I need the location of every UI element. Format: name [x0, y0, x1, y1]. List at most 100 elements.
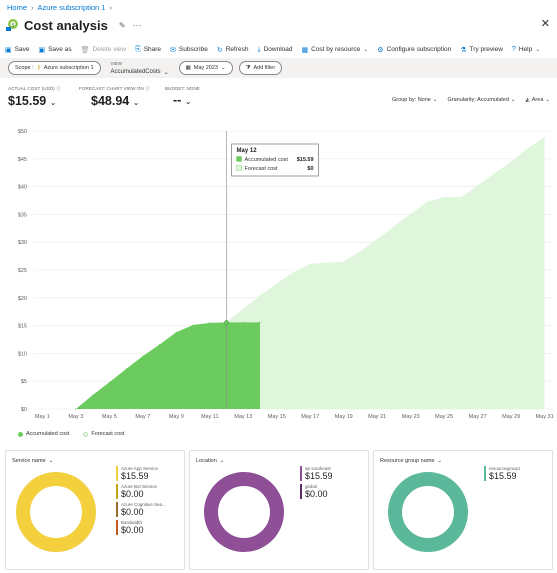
donut-slice[interactable] [388, 472, 468, 552]
tooltip-swatch [236, 156, 242, 162]
granularity-label: Granularity: Accumulated [447, 97, 509, 103]
data-point [426, 201, 429, 203]
chart-type-dropdown[interactable]: ◭ Area ⌄ [526, 97, 550, 103]
resource-group-title: Resource group name [380, 458, 435, 464]
svg-text:$: $ [12, 23, 15, 29]
table-icon: ▦ [301, 46, 309, 54]
legend-color-bar [300, 484, 302, 499]
chevron-down-icon: ⌄ [219, 458, 225, 464]
legend-item[interactable]: Accumulated cost [18, 431, 69, 437]
data-point [259, 294, 261, 297]
area-series-accumulated-cost[interactable] [75, 322, 261, 409]
legend-entry-value: $0.00 [121, 489, 144, 499]
legend-entry-name: Bandwidth [121, 520, 143, 525]
legend-entry[interactable]: resourcegroup1 $15.59 [484, 466, 521, 481]
try-preview-button[interactable]: ⚗ Try preview [460, 46, 503, 54]
view-selector[interactable]: VIEW AccumulatedCosts ⌄ [107, 59, 173, 77]
y-tick-label: $25 [18, 268, 27, 274]
cost-area-chart[interactable]: $0 $5 $10 $15 $20 $25 $30 $35 $40 $45 $50 May 1 May … [0, 122, 557, 427]
legend-entry[interactable]: Bandwidth $0.00 [116, 520, 166, 535]
resource-group-dropdown[interactable]: Resource group name ⌄ [380, 458, 442, 464]
trash-icon: 🗑 [80, 46, 90, 54]
help-button[interactable]: ? Help ⌄ [512, 46, 540, 53]
data-point [292, 271, 295, 273]
x-tick-label: May 31 [536, 414, 554, 420]
donut-slice[interactable] [204, 472, 284, 552]
location-donut-chart[interactable] [202, 470, 286, 554]
save-label: Save [14, 46, 30, 53]
data-point [209, 322, 211, 324]
more-icon[interactable]: ··· [132, 20, 142, 30]
title-row: $ Cost analysis ✎ ··· ✕ [5, 14, 552, 36]
delete-view-button[interactable]: 🗑 Delete view [81, 46, 127, 54]
x-tick-label: May 9 [169, 414, 184, 420]
service-name-dropdown[interactable]: Service name ⌄ [12, 458, 53, 464]
date-range-pill[interactable]: ▦ May 2023 ⌄ [178, 61, 233, 75]
breadcrumb: Home › Azure subscription 1 › [7, 3, 112, 12]
cost-by-resource-button[interactable]: ▦ Cost by resource ⌄ [302, 46, 369, 54]
legend-entry-name: Azure App Service [121, 466, 159, 471]
chart-tooltip: May 12 Accumulated cost $15.59 Forecast cos… [231, 143, 319, 177]
chevron-down-icon: ⌄ [510, 97, 516, 103]
refresh-button[interactable]: ↻ Refresh [217, 46, 249, 54]
share-label: Share [143, 46, 162, 53]
donut-slice[interactable] [16, 472, 96, 552]
y-tick-label: $15 [18, 324, 27, 330]
save-as-button[interactable]: ▣ Save as [38, 46, 71, 54]
calendar-icon: ▦ [185, 65, 191, 71]
location-dropdown[interactable]: Location ⌄ [196, 458, 224, 464]
location-card: Location ⌄ ap southeast $15.59 global $0.00 [189, 450, 369, 570]
save-button[interactable]: ▣ Save [5, 46, 29, 54]
resource-group-donut-chart[interactable] [386, 470, 470, 554]
chevron-down-icon[interactable]: ⌄ [184, 97, 192, 106]
tooltip-row-value: $15.59 [297, 157, 314, 163]
chevron-down-icon: ⌄ [363, 47, 369, 53]
x-tick-label: May 5 [102, 414, 117, 420]
legend-entry[interactable]: global $0.00 [300, 484, 333, 499]
data-point [276, 282, 278, 284]
download-icon: ⤓ [257, 45, 261, 53]
actual-cost-value: $15.59 [8, 94, 47, 108]
tooltip-row-label: Forecast cost [245, 166, 278, 172]
date-range-value: May 2023 [193, 65, 218, 71]
budget-label: BUDGET: NONE [165, 86, 200, 91]
subscribe-button[interactable]: ✉ Subscribe [170, 46, 208, 54]
cost-analysis-icon: $ [6, 19, 18, 31]
legend-entry[interactable]: Azure App Service $15.59 [116, 466, 166, 481]
legend-color-bar [116, 502, 118, 517]
legend-entry-value: $0.00 [121, 525, 144, 535]
download-button[interactable]: ⤓ Download [257, 46, 292, 54]
area-series-forecast-cost[interactable] [226, 136, 545, 409]
close-icon[interactable]: ✕ [540, 18, 550, 30]
share-icon: ⎘ [135, 45, 141, 53]
save-as-icon: ▣ [38, 46, 46, 54]
configure-subscription-button[interactable]: ⚙ Configure subscription [377, 46, 451, 54]
legend-entry[interactable]: Azure Bot Service $0.00 [116, 484, 166, 499]
y-tick-label: $10 [18, 351, 27, 357]
granularity-dropdown[interactable]: Granularity: Accumulated ⌄ [447, 97, 515, 103]
data-point [259, 321, 261, 323]
add-filter-button[interactable]: ⧩ Add filter [238, 61, 283, 75]
download-label: Download [263, 46, 293, 53]
service-donut-chart[interactable] [14, 470, 98, 554]
breadcrumb-home[interactable]: Home [7, 3, 28, 12]
data-point [175, 331, 177, 333]
subscribe-label: Subscribe [178, 46, 208, 53]
group-by-label: Group by: None [392, 97, 431, 103]
chevron-down-icon[interactable]: ⌄ [132, 98, 140, 107]
chevron-down-icon: ⌄ [545, 97, 550, 103]
scope-pill[interactable]: Scope : ⚷ Azure subscription 1 [8, 61, 101, 75]
y-tick-label: $40 [18, 185, 27, 191]
y-tick-label: $35 [18, 212, 27, 218]
legend-color-bar [484, 466, 486, 481]
actual-cost-label: ACTUAL COST (USD) [8, 86, 55, 91]
breadcrumb-subscription[interactable]: Azure subscription 1 [37, 3, 106, 12]
chevron-down-icon[interactable]: ⌄ [49, 98, 57, 107]
legend-entry[interactable]: Azure Cognitive Sea... $0.00 [116, 502, 166, 517]
tooltip-swatch [236, 165, 242, 171]
group-by-dropdown[interactable]: Group by: None ⌄ [392, 97, 437, 103]
legend-entry[interactable]: ap southeast $15.59 [300, 466, 333, 481]
pin-icon[interactable]: ✎ [118, 20, 126, 30]
share-button[interactable]: ⎘ Share [135, 46, 161, 54]
legend-item[interactable]: Forecast cost [83, 431, 124, 437]
